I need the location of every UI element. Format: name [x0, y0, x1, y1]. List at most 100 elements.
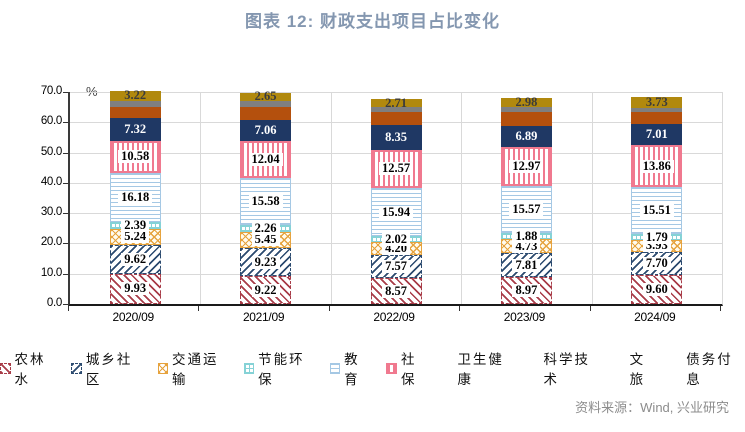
x-tick-mark — [720, 306, 721, 311]
bar-segment: 7.81 — [500, 253, 552, 277]
segment-value-label: 7.06 — [254, 122, 277, 137]
y-tick-mark — [63, 122, 68, 124]
segment-value-label: 8.97 — [512, 283, 541, 297]
bar-segment: 9.23 — [240, 248, 292, 277]
segment-value-label: 2.39 — [121, 218, 150, 232]
bar-segment: 2.71 — [370, 95, 422, 110]
segment-value-label: 9.62 — [121, 252, 150, 266]
segment-value-label: 5.24 — [121, 230, 150, 244]
segment-value-label: 6.89 — [515, 128, 538, 143]
segment-value-label: 9.23 — [251, 255, 280, 269]
bar-segment: 7.70 — [631, 251, 683, 275]
legend-swatch-icon — [386, 362, 397, 374]
segment-value-label: 9.22 — [251, 283, 280, 297]
category-label: 2021/09 — [242, 310, 285, 324]
legend-item: 节能环保 — [243, 348, 317, 388]
bar-segment — [109, 100, 161, 107]
bar-segment: 1.79 — [631, 230, 683, 244]
y-tick-mark — [63, 182, 68, 184]
bar-segment: 5.45 — [240, 231, 292, 249]
segment-value-label: 3.73 — [645, 94, 668, 109]
bar-segment: 2.65 — [240, 89, 292, 104]
y-axis-unit: % — [86, 84, 98, 99]
y-tick-label: 70.0 — [40, 85, 62, 97]
legend-label: 科学技术 — [543, 352, 591, 387]
legend-item: 城乡社区 — [71, 348, 144, 388]
legend-swatch-icon — [0, 362, 11, 374]
segment-value-label: 7.70 — [642, 256, 671, 270]
legend-swatch-icon — [243, 362, 255, 374]
category-separator — [200, 92, 202, 304]
y-tick-label: 50.0 — [40, 145, 62, 158]
legend-swatch-icon — [529, 362, 540, 374]
segment-value-label: 2.65 — [254, 89, 277, 104]
segment-value-label: 10.58 — [118, 150, 153, 164]
bar-segment: 12.57 — [370, 149, 422, 189]
bar-segment: 4.73 — [500, 238, 552, 254]
legend-item: 科学技术 — [529, 348, 602, 388]
chart-title: 图表 12: 财政支出项目占比变化 — [244, 12, 501, 31]
bar-segment: 7.57 — [370, 255, 422, 279]
bar-segment: 9.62 — [109, 244, 161, 274]
legend-item: 教育 — [329, 348, 374, 388]
legend-swatch-icon — [329, 362, 341, 374]
bar-segment: 8.57 — [370, 278, 422, 304]
bar-segment — [631, 112, 683, 125]
category-separator — [591, 92, 593, 304]
legend-item: 债务付息 — [671, 348, 745, 388]
segment-value-label: 15.58 — [248, 194, 283, 208]
segment-value-label: 8.35 — [385, 129, 407, 144]
plot-area: % 9.93 9.62 5.242.39 16.18 10.58 7.32 3.22 9.22… — [68, 84, 723, 306]
x-tick-mark — [328, 306, 330, 311]
legend-label: 交通运输 — [172, 352, 219, 387]
bar-segment: 5.24 — [109, 228, 161, 245]
y-tick-mark — [63, 92, 68, 93]
bar-segment — [500, 107, 552, 112]
segment-value-label: 7.01 — [645, 127, 668, 142]
x-tick-mark — [459, 306, 461, 311]
source-note: 资料来源：Wind, 兴业研究 — [575, 400, 729, 415]
segment-value-label: 12.04 — [248, 152, 283, 166]
bar-segment: 12.97 — [500, 146, 552, 187]
bar-segment: 15.57 — [500, 186, 552, 234]
bar-segment: 2.26 — [240, 221, 292, 235]
segment-value-label: 8.57 — [382, 284, 410, 298]
bar-segment — [500, 111, 552, 126]
y-tick-label: 0.0 — [46, 297, 62, 309]
legend-label: 卫生健康 — [457, 352, 504, 387]
y-tick-label: 60.0 — [40, 115, 62, 128]
y-tick-mark — [63, 152, 68, 154]
legend-swatch-icon — [157, 362, 168, 374]
category-separator — [461, 92, 463, 304]
stacked-bar: 9.60 7.70 3.93 1.79 15.51 13.86 7.01 3.73 — [631, 92, 683, 304]
bar-segment: 13.86 — [631, 145, 683, 188]
stacked-bar: 8.97 7.81 4.73 1.88 15.57 12.97 6.89 2.98 — [500, 92, 552, 304]
legend: 农林水 城乡社区 交通运输 节能环保 教育 社保 卫生健康 科学技术 文旅 债务付息 — [0, 348, 745, 388]
y-tick-mark — [63, 213, 68, 215]
segment-value-label: 9.93 — [121, 282, 150, 296]
bar-segment: 10.58 — [109, 140, 161, 173]
legend-label: 农林水 — [14, 352, 46, 387]
y-tick-mark — [63, 243, 68, 245]
legend-label: 城乡社区 — [85, 352, 133, 387]
bar-segment: 9.93 — [109, 273, 161, 304]
legend-label: 节能环保 — [258, 352, 305, 387]
bar-segment: 9.22 — [240, 276, 292, 304]
segment-value-label: 2.26 — [251, 221, 280, 235]
segment-value-label: 2.71 — [385, 95, 407, 110]
legend-item: 交通运输 — [157, 348, 231, 388]
bar-segment — [631, 108, 683, 112]
bar-segment: 1.88 — [500, 229, 552, 243]
bar-segment: 3.73 — [631, 94, 683, 109]
segment-value-label: 16.18 — [118, 190, 153, 204]
y-tick-label: 10.0 — [40, 266, 62, 279]
segment-value-label: 5.45 — [251, 233, 280, 247]
segment-value-label: 7.57 — [382, 260, 410, 274]
legend-label: 文旅 — [629, 352, 646, 387]
bar-segment: 7.06 — [240, 119, 292, 142]
category-label: 2023/09 — [503, 310, 546, 324]
bar-segment: 3.22 — [109, 89, 161, 102]
bar-segment — [370, 111, 422, 125]
legend-swatch-icon — [443, 362, 454, 374]
